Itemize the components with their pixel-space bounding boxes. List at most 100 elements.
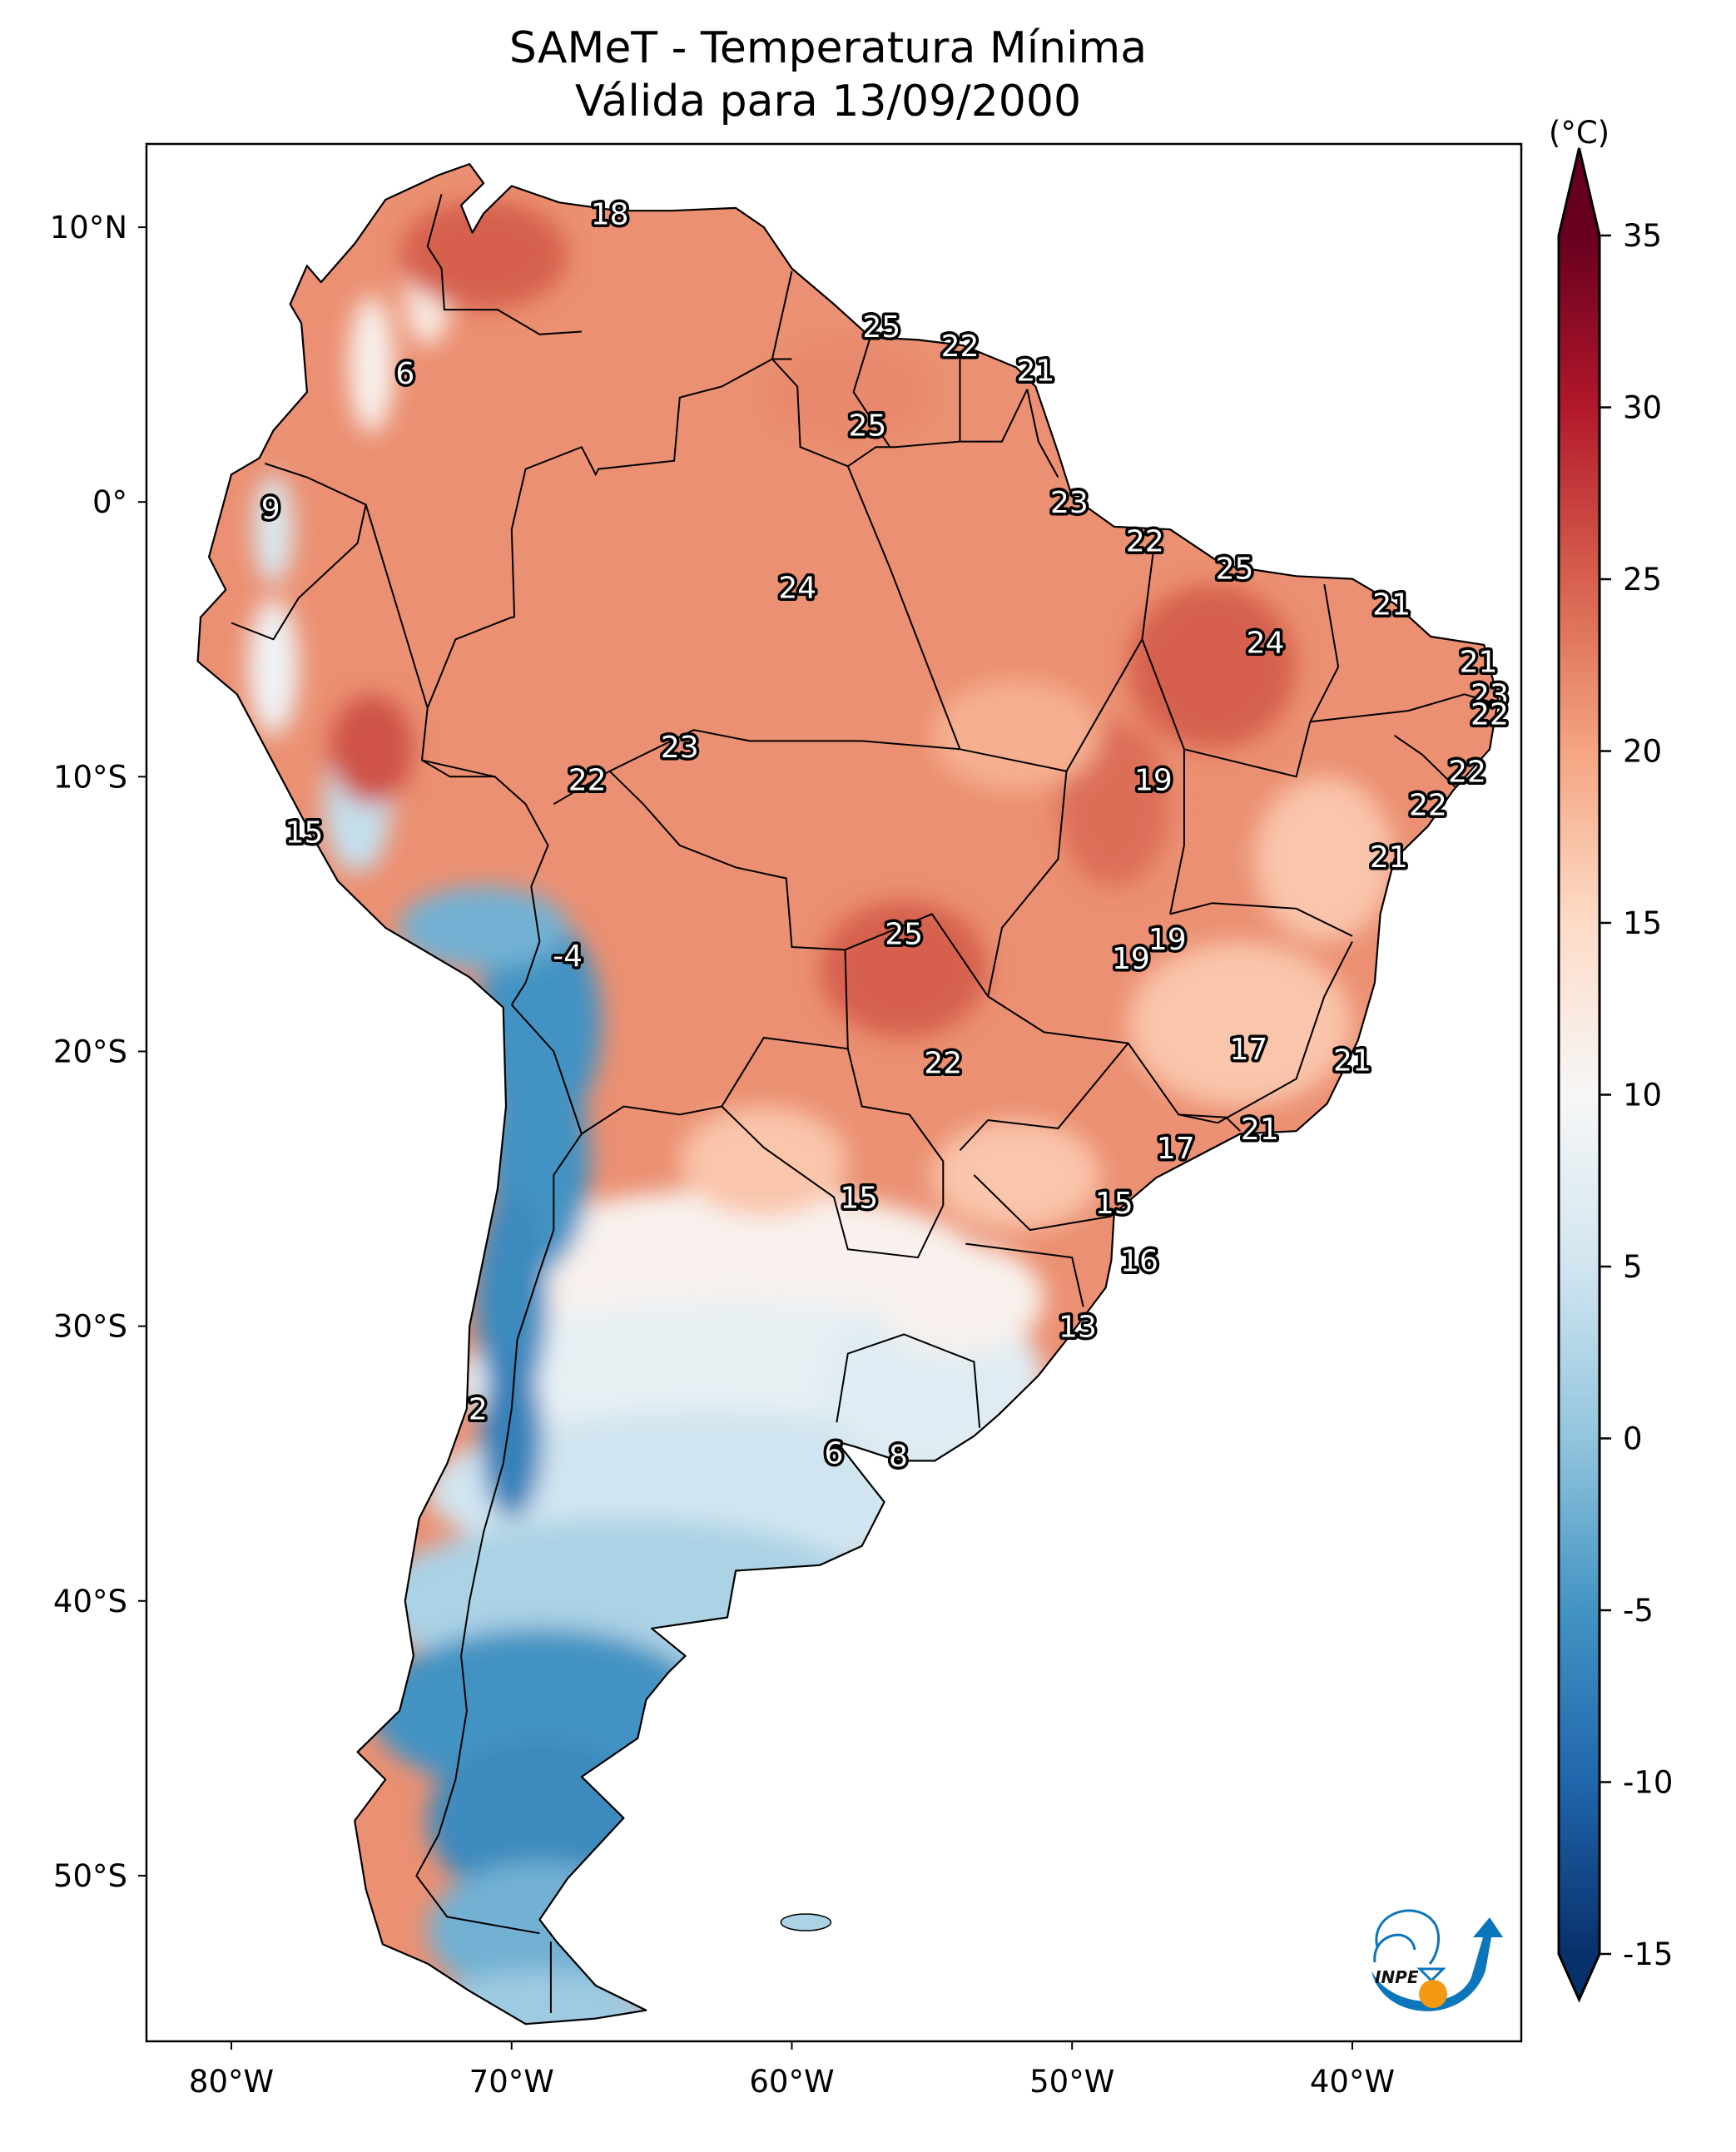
country-border: [846, 1048, 945, 1206]
x-tick-label: 70°W: [469, 2064, 554, 2100]
point-label: 8: [889, 1440, 908, 1474]
colorbar-label: (°C): [1549, 115, 1610, 151]
colorbar-body: [1559, 236, 1600, 1954]
colorbar-tick-label: 10: [1623, 1078, 1662, 1113]
colorbar-tick-label: -15: [1623, 1936, 1673, 1972]
temperature-blob: [1128, 584, 1297, 750]
point-label: 16: [1120, 1244, 1158, 1278]
point-label: 15: [1095, 1187, 1133, 1221]
point-label: 6: [395, 357, 414, 391]
x-tick-label: 60°W: [749, 2064, 834, 2100]
country-border: [1026, 389, 1059, 478]
temperature-blob: [349, 295, 394, 434]
country-border: [231, 463, 367, 641]
logo-sun-dot: [1419, 1980, 1447, 2008]
temperature-blob: [1128, 941, 1352, 1107]
point-label: 21: [1372, 588, 1411, 622]
temperature-blob: [399, 200, 568, 310]
point-label: 23: [1471, 678, 1509, 712]
y-tick-label: 20°S: [53, 1034, 127, 1069]
point-label: 24: [1247, 627, 1285, 661]
coastline: [196, 163, 1500, 2026]
country-border: [1310, 693, 1493, 723]
title-line-1: SAMeT - Temperatura Mínima: [508, 23, 1148, 73]
country-border: [1217, 940, 1353, 1124]
point-label: 6: [825, 1436, 844, 1470]
colorbar-tick-label: -10: [1623, 1765, 1673, 1801]
point-label: 19: [1148, 923, 1187, 957]
falkland-islands: [780, 1913, 832, 1931]
colorbar-extend-max: [1559, 148, 1600, 236]
y-tick-label: 0°: [92, 484, 127, 520]
y-tick-label: 10°N: [50, 210, 127, 245]
temperature-blob: [248, 598, 299, 736]
country-border: [959, 1042, 1129, 1151]
point-label: 9: [261, 492, 280, 526]
y-tick-label: 40°S: [53, 1584, 127, 1619]
colorbar-tick-label: -5: [1623, 1593, 1654, 1629]
country-borders: [231, 194, 1493, 2013]
y-tick-label: 50°S: [53, 1858, 127, 1894]
y-axis: 10°N 0° 10°S 20°S 30°S 40°S 50°S: [50, 210, 146, 1894]
title-line-2: Válida para 13/09/2000: [574, 77, 1082, 126]
point-label: 25: [862, 310, 900, 345]
y-tick-label: 10°S: [53, 759, 127, 795]
country-border: [365, 504, 429, 709]
country-border: [426, 194, 582, 335]
temperature-blob: [931, 680, 1100, 791]
point-label: 23: [661, 731, 699, 765]
point-label: 23: [1050, 486, 1089, 520]
temperature-blob: [679, 1106, 848, 1217]
point-label: 17: [1157, 1132, 1195, 1166]
point-label: 13: [1059, 1311, 1097, 1345]
country-border: [1183, 584, 1340, 778]
point-label: 17: [1229, 1033, 1267, 1067]
x-tick-label: 40°W: [1310, 2064, 1395, 2100]
logo-orbit-inner: [1373, 1933, 1416, 1963]
colorbar-ticks: 35 30 25 20 15 10 5 0 -5 -10 -15: [1600, 218, 1673, 1972]
y-tick-label: 30°S: [53, 1309, 127, 1345]
logo-orbit-outer: [1375, 1909, 1440, 1965]
colorbar-tick-label: 15: [1623, 905, 1662, 941]
point-label: 21: [1460, 646, 1498, 680]
country-border: [845, 913, 990, 997]
point-label: 2: [469, 1393, 488, 1427]
country-border: [1393, 734, 1457, 789]
country-border: [836, 1333, 981, 1428]
temperature-blob: [875, 1243, 1044, 1354]
country-border: [852, 336, 891, 448]
point-label: 22: [924, 1047, 962, 1081]
country-border: [960, 389, 1029, 443]
country-border: [1141, 638, 1185, 915]
x-axis: 80°W 70°W 60°W 50°W 40°W: [189, 2041, 1395, 2100]
point-label: 21: [1370, 840, 1408, 875]
point-label: 21: [1241, 1113, 1279, 1147]
point-label: 22: [568, 764, 607, 798]
point-label: 15: [840, 1181, 878, 1215]
point-label: 21: [1333, 1044, 1371, 1078]
colorbar-tick-label: 30: [1623, 390, 1662, 426]
point-label: 19: [1112, 942, 1150, 976]
chart-title: SAMeT - Temperatura Mínima Válida para 1…: [0, 22, 1656, 128]
point-label: 22: [1448, 756, 1486, 790]
point-label: 22: [1409, 788, 1447, 822]
country-border: [965, 1242, 1084, 1307]
temperature-blob: [763, 337, 932, 448]
country-border: [609, 465, 962, 772]
logo-text: INPE: [1375, 1967, 1419, 1987]
point-label: 21: [1017, 355, 1055, 389]
colorbar: 35 30 25 20 15 10 5 0 -5 -10 -15 (°C): [1549, 115, 1673, 2003]
country-border: [1169, 902, 1353, 937]
temperature-blob: [329, 694, 414, 805]
x-tick-label: 80°W: [189, 2064, 274, 2100]
point-label: 22: [1471, 697, 1509, 731]
point-label: 18: [591, 198, 629, 232]
point-label: 25: [1216, 552, 1254, 586]
temperature-blob: [931, 1120, 1100, 1231]
country-border: [960, 529, 1158, 772]
land-field: [196, 163, 1500, 2026]
colorbar-tick-label: 35: [1623, 218, 1662, 254]
temperature-blob: [399, 886, 568, 969]
point-label: -4: [553, 940, 583, 974]
